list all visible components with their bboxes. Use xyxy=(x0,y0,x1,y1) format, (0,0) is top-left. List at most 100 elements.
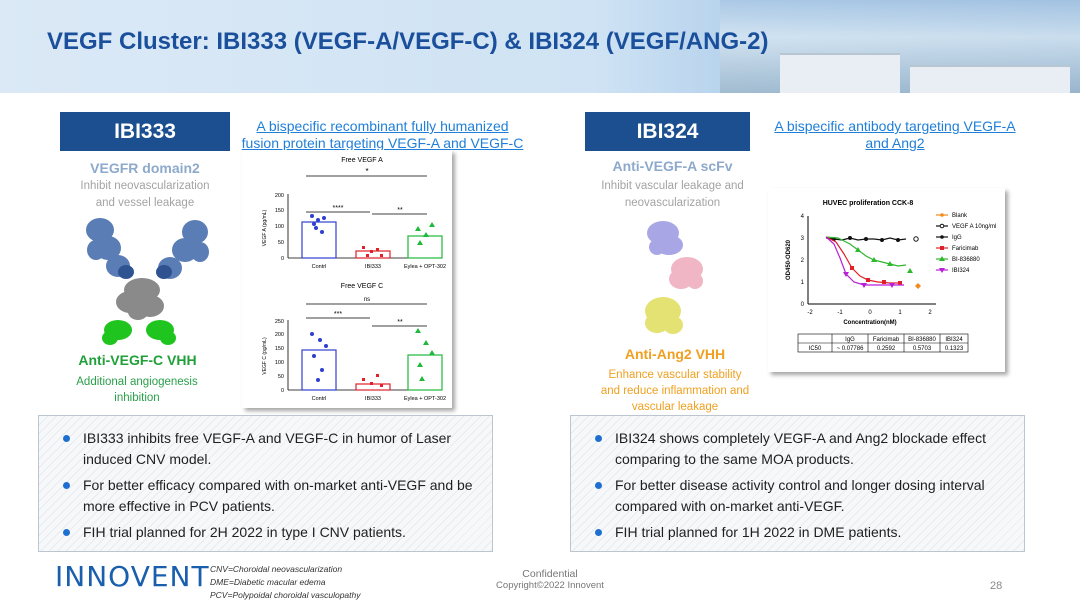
ibi324-title: IBI324 xyxy=(585,112,750,151)
chart1-ytick: 0 xyxy=(281,256,284,262)
xtick: 0 xyxy=(868,310,872,316)
chart2-ytick: 50 xyxy=(278,374,284,380)
header-building xyxy=(910,65,1070,93)
chart2-ytick: 200 xyxy=(275,332,284,338)
footnotes: CNV=Choroidal neovascularization DME=Dia… xyxy=(210,563,361,602)
chart1-ytick: 150 xyxy=(275,208,284,214)
chart1-sig-top: * xyxy=(365,167,368,176)
chart1-xtick: IBI333 xyxy=(365,264,381,270)
bullet-item: FIH trial planned for 1H 2022 in DME pat… xyxy=(595,522,1014,543)
legend-item: BI-836880 xyxy=(952,257,980,263)
xtick: -1 xyxy=(837,310,843,316)
legend-item: Faricimab xyxy=(952,246,979,252)
series-faricimab xyxy=(825,236,902,284)
ic50-table: IgG Faricimab BI-836880 IBI324 IC50 ~ 0.… xyxy=(797,333,969,353)
ibi324-description[interactable]: A bispecific antibody targeting VEGF-A a… xyxy=(774,118,1016,151)
chart2-sig-a: *** xyxy=(334,311,342,318)
ibi333-charts-panel: Free VEGF A * **** ** 0 50 100 150 200 V… xyxy=(242,150,452,408)
copyright: Copyright©2022 Innovent xyxy=(496,580,604,591)
chart1-ylabel: VEGF A (pg/mL) xyxy=(262,209,268,246)
series-vegf xyxy=(913,236,919,242)
ibi333-bullets-box: IBI333 inhibits free VEGF-A and VEGF-C i… xyxy=(38,415,493,552)
footnote: DME=Diabetic macular edema xyxy=(210,577,326,587)
ibi324-chart-panel: HUVEC proliferation CCK-8 0 1 2 3 4 OD45… xyxy=(768,188,1005,372)
series-ibi324 xyxy=(825,236,904,286)
table-cell: IC50 xyxy=(809,346,822,352)
chart1-xtick: Eylea + OPT-302 xyxy=(404,264,446,270)
legend-item: IgG xyxy=(952,235,962,241)
table-cell: 0.5703 xyxy=(913,346,932,352)
confidential-notice: Confidential Copyright©2022 Innovent xyxy=(480,568,620,592)
chart2-xtick: Contrl xyxy=(312,396,327,402)
chart1-ytick: 200 xyxy=(275,193,284,199)
series-bi836880 xyxy=(825,236,907,267)
table-cell: 0.1323 xyxy=(945,346,964,352)
table-header: Faricimab xyxy=(873,337,900,343)
ytick: 0 xyxy=(801,302,805,308)
vegfr-domain-title: VEGFR domain2 xyxy=(90,160,200,176)
footnote: CNV=Choroidal neovascularization xyxy=(210,564,343,574)
chart2-sig-top: ns xyxy=(364,297,370,303)
table-header: IgG xyxy=(845,337,855,343)
chart1-sig-b: ** xyxy=(397,207,403,214)
ibi324-molecule-illustration xyxy=(645,221,703,334)
bullet-item: FIH trial planned for 2H 2022 in type I … xyxy=(63,522,482,543)
chart2-ytick: 150 xyxy=(275,346,284,352)
bullet-item: For better disease activity control and … xyxy=(595,475,1014,517)
chart-xlabel: Concentration(nM) xyxy=(843,320,896,326)
chart1-ytick: 100 xyxy=(275,224,284,230)
legend-item: Blank xyxy=(952,213,968,219)
ibi333-charts: Free VEGF A * **** ** 0 50 100 150 200 V… xyxy=(262,157,446,402)
chart2-xtick: IBI333 xyxy=(365,396,381,402)
ibi324-bullets-box: IBI324 shows completely VEGF-A and Ang2 … xyxy=(570,415,1025,552)
chart1-title: Free VEGF A xyxy=(341,157,383,164)
chart2-ytick: 250 xyxy=(275,319,284,325)
chart1-xtick: Contrl xyxy=(312,264,327,270)
header-banner xyxy=(0,0,1080,93)
chart2-bar-contrl xyxy=(301,349,337,391)
chart2-ytick: 0 xyxy=(281,388,284,394)
table-header: BI-836880 xyxy=(908,337,936,343)
page-title: VEGF Cluster: IBI333 (VEGF-A/VEGF-C) & I… xyxy=(47,28,769,55)
chart1-ytick: 50 xyxy=(278,240,284,246)
legend-item: VEGF A 10ng/ml xyxy=(952,224,996,230)
legend-item: IBI324 xyxy=(952,268,970,274)
chart-legend: Blank VEGF A 10ng/ml IgG Faricimab BI-83… xyxy=(936,213,996,274)
bullet-item: For better efficacy compared with on-mar… xyxy=(63,475,482,517)
chart2-xtick: Eylea + OPT-302 xyxy=(404,396,446,402)
series-blank xyxy=(915,283,921,289)
xtick: -2 xyxy=(807,310,813,316)
ibi333-description[interactable]: A bispecific recombinant fully humanized… xyxy=(241,118,524,151)
chart2-ytick: 100 xyxy=(275,360,284,366)
chart1-bar-eylea xyxy=(407,235,443,259)
ytick: 4 xyxy=(801,214,805,220)
anti-vegfa-title: Anti-VEGF-A scFv xyxy=(612,158,733,174)
footnote: PCV=Polypoidal choroidal vasculopathy xyxy=(210,590,361,600)
header-building xyxy=(780,53,900,93)
huvec-chart: HUVEC proliferation CCK-8 0 1 2 3 4 OD45… xyxy=(786,200,996,353)
chart2-sig-b: ** xyxy=(397,319,403,326)
chart-ylabel: OD450-OD620 xyxy=(786,239,792,280)
anti-ang2-desc: Enhance vascular stability and reduce in… xyxy=(600,369,750,413)
ytick: 2 xyxy=(801,258,805,264)
innovent-logo: INNOVENT xyxy=(55,560,210,593)
xtick: 1 xyxy=(898,310,902,316)
anti-vegfc-title: Anti-VEGF-C VHH xyxy=(78,352,197,368)
anti-ang2-title: Anti-Ang2 VHH xyxy=(624,346,726,362)
xtick: 2 xyxy=(928,310,932,316)
chart2-bar-eylea xyxy=(407,354,443,391)
page-number: 28 xyxy=(990,580,1003,592)
bullet-item: IBI333 inhibits free VEGF-A and VEGF-C i… xyxy=(63,428,482,470)
ibi333-title: IBI333 xyxy=(60,112,230,151)
confidential-label: Confidential xyxy=(522,568,578,580)
chart-title: HUVEC proliferation CCK-8 xyxy=(823,200,914,207)
ytick: 3 xyxy=(801,236,805,242)
vegfr-domain-desc: Inhibit neovascularization and vessel le… xyxy=(80,180,210,209)
table-cell: 0.2592 xyxy=(877,346,896,352)
table-cell: ~ 0.07786 xyxy=(837,346,865,352)
chart2-ylabel: VEGF C (pg/mL) xyxy=(262,337,268,375)
anti-vegfc-desc: Additional angiogenesis inhibition xyxy=(76,376,198,404)
chart2-title: Free VEGF C xyxy=(341,283,383,290)
table-header: IBI324 xyxy=(945,337,963,343)
bullet-item: IBI324 shows completely VEGF-A and Ang2 … xyxy=(595,428,1014,470)
